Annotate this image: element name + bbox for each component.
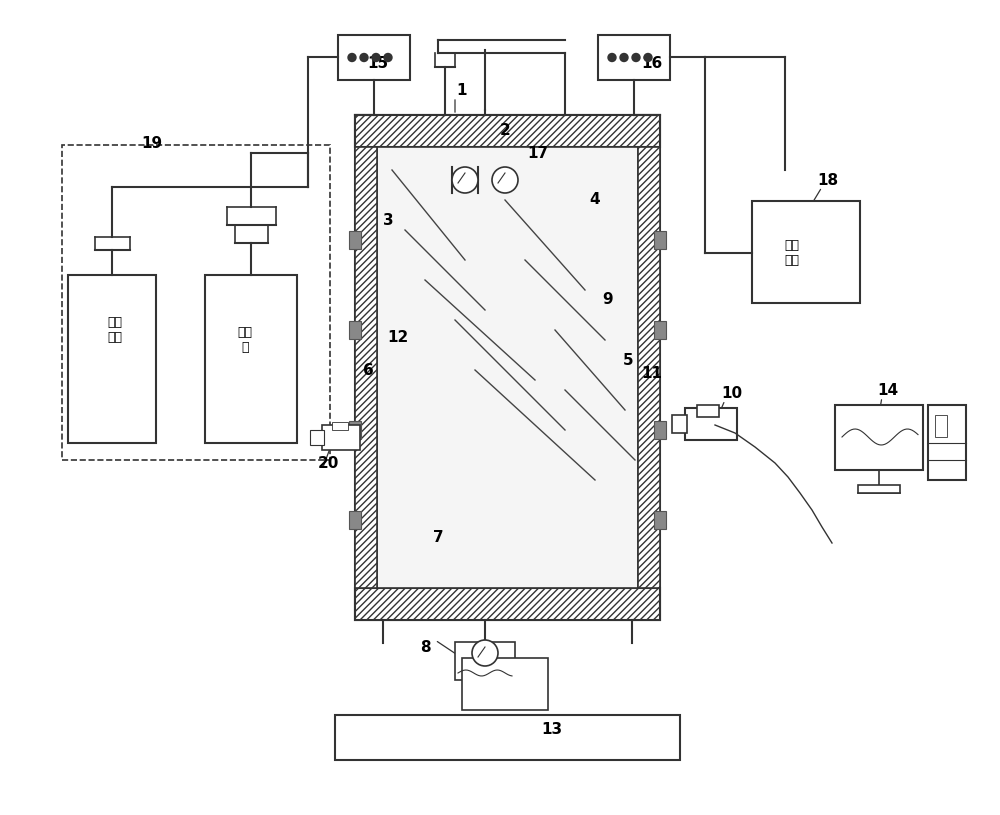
Bar [349,231,361,249]
Text: 11: 11 [642,365,662,381]
Text: 12: 12 [387,329,409,345]
Bar [858,485,900,493]
Text: 4: 4 [590,192,600,208]
Text: 20: 20 [317,456,339,470]
Bar [335,715,680,760]
Text: 10: 10 [721,385,743,400]
Text: 6: 6 [363,363,373,377]
Bar [332,422,348,430]
Bar [697,405,719,417]
Circle shape [620,54,628,61]
Text: 1: 1 [457,82,467,98]
Bar [455,642,515,680]
Bar [462,658,548,710]
Bar [349,421,361,439]
Text: 17: 17 [527,146,549,161]
Bar [68,275,156,443]
Text: 19: 19 [141,135,163,151]
Circle shape [452,167,478,193]
Text: 注水
装置: 注水 装置 [784,239,800,267]
Bar [638,147,660,588]
Bar [654,511,666,529]
Circle shape [348,54,356,61]
Bar [355,115,660,620]
Text: 8: 8 [420,640,430,654]
Circle shape [384,54,392,61]
Bar [310,430,324,445]
Circle shape [372,54,380,61]
Text: 13: 13 [541,723,563,738]
Text: 5: 5 [623,353,633,368]
Circle shape [492,167,518,193]
Bar [355,147,377,588]
Circle shape [632,54,640,61]
Text: 18: 18 [817,173,839,187]
Text: 15: 15 [367,55,389,71]
Bar [935,415,947,437]
Text: 储浆
罐: 储浆 罐 [238,326,253,354]
Bar [62,145,330,460]
Bar [349,511,361,529]
Bar [322,425,360,450]
Circle shape [644,54,652,61]
Circle shape [472,640,498,666]
Bar [835,405,923,470]
Text: 7: 7 [433,530,443,544]
Bar [928,405,966,480]
Bar [349,321,361,339]
Circle shape [360,54,368,61]
Text: 2: 2 [500,122,510,138]
Bar [338,35,410,80]
Text: 压力
气罐: 压力 气罐 [108,316,123,344]
Bar [355,588,660,620]
Bar [377,147,638,588]
Text: 3: 3 [383,213,393,227]
Bar [205,275,297,443]
Bar [752,201,860,303]
Text: 16: 16 [641,55,663,71]
Bar [685,408,737,440]
Bar [355,115,660,147]
Circle shape [608,54,616,61]
Bar [654,231,666,249]
Text: 14: 14 [877,382,899,398]
Bar [672,415,687,433]
Text: 9: 9 [603,293,613,307]
Bar [598,35,670,80]
Bar [654,421,666,439]
Bar [654,321,666,339]
